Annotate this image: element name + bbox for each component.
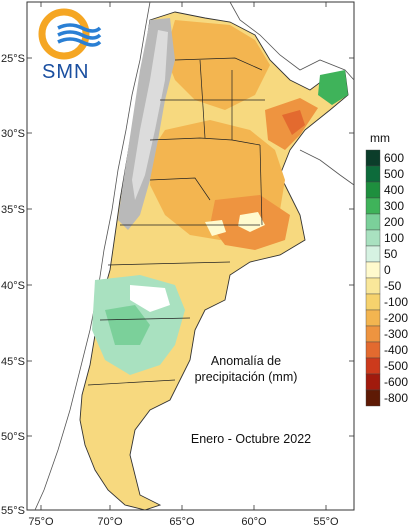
lat-label: 30°S	[1, 128, 25, 140]
lon-label: 70°O	[97, 516, 123, 528]
legend-label: 100	[384, 231, 404, 245]
legend-label: -400	[384, 343, 408, 357]
legend-swatch	[365, 309, 381, 327]
legend-label: -100	[384, 295, 408, 309]
legend-swatch	[365, 325, 381, 343]
lat-label: 55°S	[1, 505, 25, 517]
legend-swatch	[365, 261, 381, 279]
province-borders	[87, 57, 265, 386]
legend-label: 200	[384, 215, 404, 229]
anomaly-light-pampa	[238, 212, 265, 232]
andes-relief-light	[132, 30, 168, 200]
legend-swatch	[365, 341, 381, 359]
legend-swatch	[365, 357, 381, 375]
logo-wave-icon	[57, 37, 102, 47]
legend-swatch	[365, 197, 381, 215]
legend-label: -300	[384, 327, 408, 341]
lat-label: 40°S	[1, 280, 25, 292]
legend-swatch	[365, 293, 381, 311]
legend-swatch	[365, 229, 381, 247]
legend-label: 400	[384, 183, 404, 197]
legend-label: -50	[384, 279, 402, 293]
anomaly-light-pampa-2	[205, 220, 226, 236]
legend-swatch	[365, 373, 381, 391]
color-legend: mm 600500400300200100500-50-100-200-300-…	[365, 131, 408, 407]
lon-label: 55°O	[313, 516, 339, 528]
anomaly-green-patagonia-dark	[105, 305, 150, 345]
legend-swatch	[365, 213, 381, 231]
legend-swatch	[365, 277, 381, 295]
legend-swatch	[365, 245, 381, 263]
legend-swatch	[365, 149, 381, 167]
lon-label: 60°O	[241, 516, 267, 528]
legend-label: 600	[384, 151, 404, 165]
smn-logo: SMN	[38, 8, 102, 83]
lat-label: 45°S	[1, 356, 25, 368]
legend-label: 300	[384, 199, 404, 213]
argentina-territory	[79, 11, 349, 511]
lon-labels: 75°O 70°O 65°O 60°O 55°O	[28, 516, 339, 528]
lon-label: 65°O	[169, 516, 195, 528]
lat-label: 35°S	[1, 204, 25, 216]
anomaly-red-east	[282, 110, 305, 135]
lon-label: 75°O	[28, 516, 54, 528]
legend-label: -200	[384, 311, 408, 325]
legend-label: 50	[384, 247, 398, 261]
anomaly-white-patagonia	[130, 285, 170, 312]
lat-labels: 25°S 30°S 35°S 40°S 45°S 50°S 55°S	[1, 53, 25, 517]
legend-label: -500	[384, 359, 408, 373]
legend-swatch	[365, 181, 381, 199]
lat-tick-marks	[27, 57, 354, 511]
logo-wave-icon	[57, 23, 102, 33]
legend-label: 500	[384, 167, 404, 181]
logo-sun-icon	[38, 8, 90, 60]
legend-swatch	[365, 165, 381, 183]
anomaly-orange-north	[165, 20, 270, 110]
lon-tick-marks	[40, 2, 327, 510]
lat-label: 50°S	[1, 431, 25, 443]
map-title-line1: Anomalía de	[211, 354, 281, 368]
legend-label: -600	[384, 375, 408, 389]
lat-label: 25°S	[1, 53, 25, 65]
map-title-line2: precipitación (mm)	[195, 370, 298, 384]
anomaly-green-misiones	[318, 70, 348, 105]
map-period: Enero - Octubre 2022	[191, 432, 311, 446]
logo-text: SMN	[42, 61, 89, 83]
neighbor-borders	[34, 1, 355, 511]
legend-swatch	[365, 389, 381, 407]
logo-wave-icon	[57, 30, 102, 40]
legend-label: 0	[384, 263, 391, 277]
legend-unit: mm	[370, 131, 390, 145]
legend-label: -800	[384, 391, 408, 405]
